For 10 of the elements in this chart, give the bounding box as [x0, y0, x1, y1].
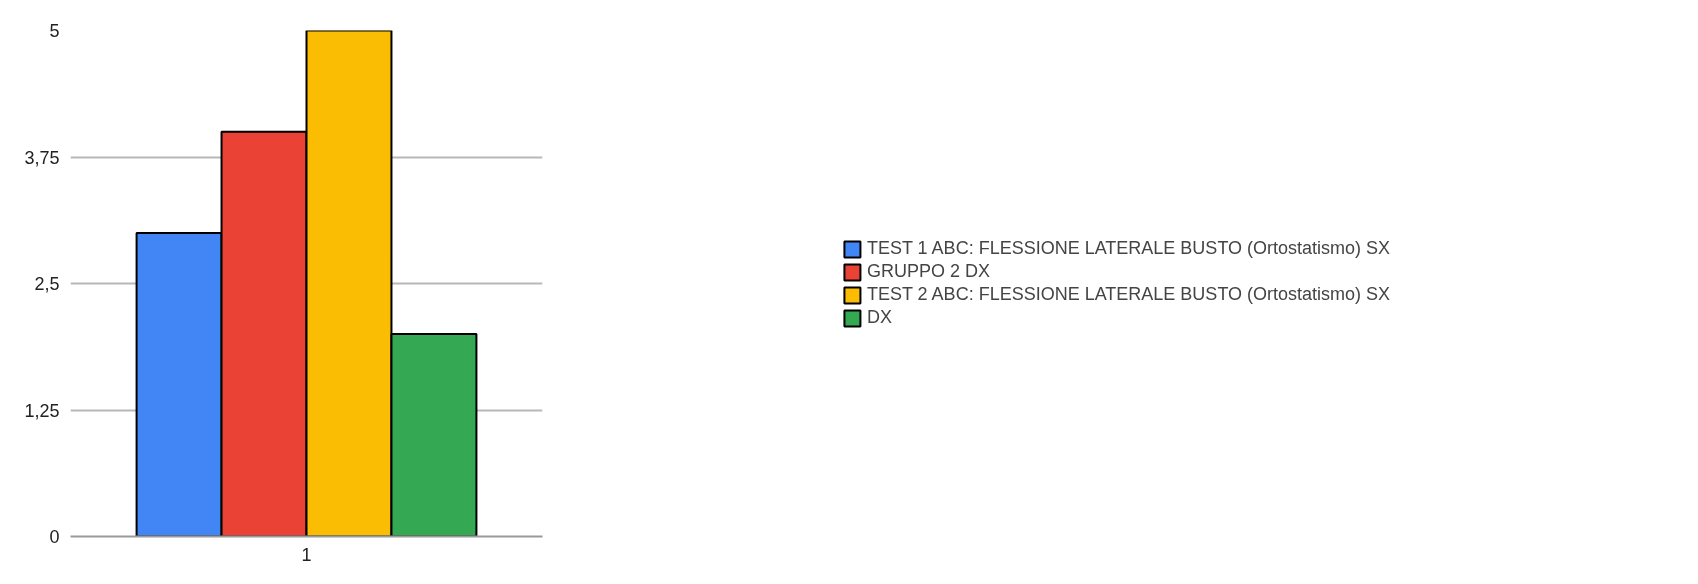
y-tick-label: 0 — [49, 527, 60, 547]
legend-label: TEST 2 ABC: FLESSIONE LATERALE BUSTO (Ortostatismo) SX — [866, 284, 1391, 305]
y-tick-label: 2,5 — [34, 274, 60, 294]
legend-label: GRUPPO 2 DX — [866, 261, 990, 282]
x-tick-label: 1 — [301, 544, 312, 565]
y-tick-label: 3,75 — [24, 147, 60, 168]
legend-label: DX — [866, 307, 892, 328]
y-tick-label: 5 — [49, 21, 60, 41]
y-tick-label: 1,25 — [24, 400, 60, 421]
legend-label: TEST 1 ABC: FLESSIONE LATERALE BUSTO (Ortostatismo) SX — [866, 238, 1391, 259]
